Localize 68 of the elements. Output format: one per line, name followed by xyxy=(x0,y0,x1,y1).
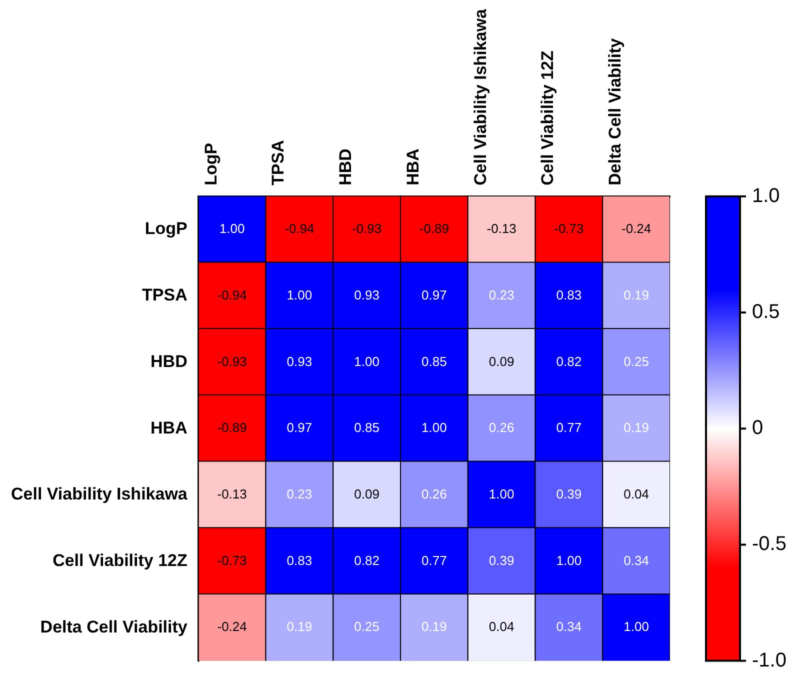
data-label: 0.09 xyxy=(488,354,514,369)
data-label: 0.34 xyxy=(556,619,582,634)
data-label: 0.23 xyxy=(286,486,312,502)
data-label: 1.00 xyxy=(286,287,312,302)
x-tick-label: HBD xyxy=(336,148,356,186)
x-tick-label: TPSA xyxy=(268,140,288,186)
data-label: 0.82 xyxy=(556,354,582,369)
data-label: -0.73 xyxy=(554,221,584,236)
data-label: 0.25 xyxy=(624,354,649,369)
data-label: 0.93 xyxy=(354,287,380,302)
data-label: 0.04 xyxy=(488,619,514,634)
x-tick-label: Cell Viability 12Z xyxy=(538,50,558,186)
data-label: -0.94 xyxy=(284,221,314,236)
data-label: 1.00 xyxy=(488,486,514,502)
x-tick-label: Cell Viability Ishikawa xyxy=(470,8,490,186)
data-label: 0.97 xyxy=(422,287,447,302)
color-bar-label: 1.0 xyxy=(752,184,780,207)
data-label: 0.82 xyxy=(354,552,380,568)
data-label: 1.00 xyxy=(219,221,245,236)
color-bar-label: 0.5 xyxy=(752,300,780,323)
color-bar-label: -1.0 xyxy=(752,649,786,672)
y-tick-label: TPSA xyxy=(142,286,188,305)
data-label: 0.39 xyxy=(556,486,582,502)
data-label: -0.13 xyxy=(486,221,516,236)
data-label: 0.19 xyxy=(624,420,649,436)
x-tick-label: HBA xyxy=(403,148,422,186)
data-label: 0.26 xyxy=(488,420,514,436)
y-tick-label: Cell Viability 12Z xyxy=(52,550,188,570)
y-tick-label: Delta Cell Viability xyxy=(40,617,188,636)
data-label: -0.93 xyxy=(352,221,382,236)
x-tick-label: LogP xyxy=(201,142,220,186)
data-label: 1.00 xyxy=(422,420,447,436)
data-label: 0.34 xyxy=(624,552,649,568)
data-label: 1.00 xyxy=(556,552,582,568)
data-label: 0.19 xyxy=(286,619,312,634)
data-label: 0.39 xyxy=(488,552,514,568)
data-label: 0.97 xyxy=(286,420,312,436)
x-tick-label: Delta Cell Viability xyxy=(606,38,625,186)
y-tick-label: HBA xyxy=(150,418,188,438)
data-label: 0.85 xyxy=(354,420,380,436)
data-label: 1.00 xyxy=(354,354,380,369)
data-label: 0.09 xyxy=(354,486,380,502)
data-label: 0.83 xyxy=(556,287,582,302)
data-label: -0.93 xyxy=(217,354,247,369)
y-tick-label: LogP xyxy=(144,219,188,238)
color-bar-label: 0 xyxy=(752,417,764,440)
data-label: 0.23 xyxy=(488,287,514,302)
data-label: -0.94 xyxy=(217,287,247,302)
data-label: 0.85 xyxy=(422,354,447,369)
data-label: 0.25 xyxy=(354,619,380,634)
data-label: 0.26 xyxy=(422,486,447,502)
data-label: 0.77 xyxy=(556,420,582,436)
data-label: 0.83 xyxy=(286,552,312,568)
data-label: -0.89 xyxy=(419,221,450,236)
data-label: 0.19 xyxy=(624,287,649,302)
y-tick-label: HBD xyxy=(150,352,188,371)
data-label: -0.13 xyxy=(217,486,247,502)
data-label: -0.24 xyxy=(621,221,652,236)
data-label: -0.89 xyxy=(217,420,247,436)
data-label: -0.73 xyxy=(217,552,247,568)
data-label: 0.04 xyxy=(624,486,649,502)
data-label: 0.93 xyxy=(286,354,312,369)
data-label: -0.24 xyxy=(217,619,247,634)
y-tick-label: Cell Viability Ishikawa xyxy=(11,484,188,504)
color-bar-label: -0.5 xyxy=(752,533,786,556)
data-label: 0.19 xyxy=(422,619,447,634)
data-label: 1.00 xyxy=(624,619,649,634)
data-label: 0.77 xyxy=(422,552,447,568)
